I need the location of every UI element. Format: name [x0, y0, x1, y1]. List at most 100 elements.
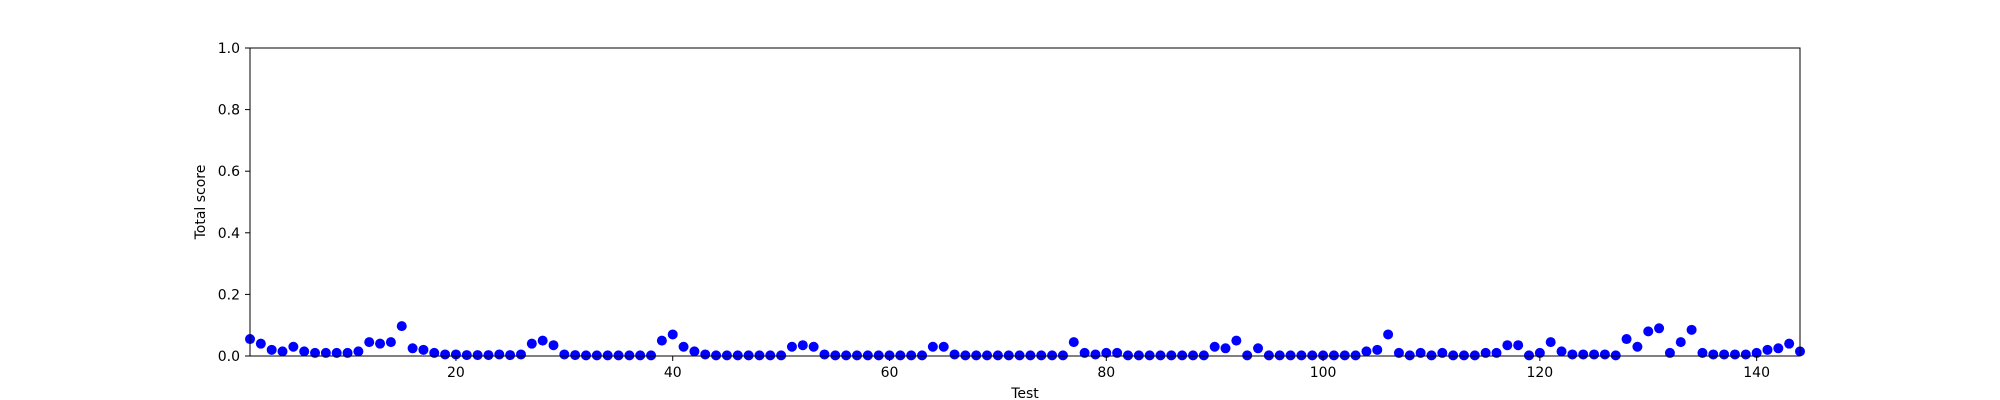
data-point: [841, 350, 852, 361]
data-point: [472, 350, 483, 361]
data-point: [1643, 326, 1654, 337]
data-point: [949, 349, 960, 360]
data-point: [429, 347, 440, 358]
data-point: [1599, 349, 1610, 360]
data-point: [385, 337, 396, 348]
data-point: [1328, 350, 1339, 361]
data-point: [483, 350, 494, 361]
data-point: [1220, 343, 1231, 354]
data-point: [765, 350, 776, 361]
y-tick-label: 0.8: [218, 103, 240, 119]
data-point: [1198, 350, 1209, 361]
data-point: [1654, 323, 1665, 334]
data-point: [277, 346, 288, 357]
data-point: [711, 350, 722, 361]
data-point: [255, 338, 266, 349]
data-point: [808, 341, 819, 352]
data-point: [1491, 347, 1502, 358]
data-point: [1502, 340, 1513, 351]
data-point: [776, 350, 787, 361]
y-tick-label: 0.0: [218, 349, 240, 365]
data-point: [1784, 338, 1795, 349]
data-point: [1393, 347, 1404, 358]
data-point: [1751, 347, 1762, 358]
data-point: [1101, 347, 1112, 358]
x-tick-label: 60: [881, 365, 899, 381]
y-tick-label: 1.0: [218, 41, 240, 57]
data-point: [602, 350, 613, 361]
data-point: [851, 350, 862, 361]
x-tick-label: 20: [447, 365, 465, 381]
data-point: [1664, 347, 1675, 358]
data-point: [786, 341, 797, 352]
data-point: [1708, 349, 1719, 360]
data-point: [754, 350, 765, 361]
data-point: [667, 329, 678, 340]
data-point: [342, 347, 353, 358]
data-point: [299, 346, 310, 357]
data-point: [884, 350, 895, 361]
data-point: [1025, 350, 1036, 361]
data-point: [906, 350, 917, 361]
data-point: [450, 349, 461, 360]
x-tick-label: 140: [1743, 365, 1770, 381]
data-point: [288, 341, 299, 352]
data-point: [1480, 347, 1491, 358]
data-point: [917, 350, 928, 361]
data-point: [646, 350, 657, 361]
data-point: [721, 350, 732, 361]
data-point: [830, 350, 841, 361]
data-point: [1274, 350, 1285, 361]
data-point: [1437, 347, 1448, 358]
data-point: [1231, 335, 1242, 346]
data-point: [505, 350, 516, 361]
data-point: [938, 341, 949, 352]
data-point: [1263, 350, 1274, 361]
data-point: [266, 344, 277, 355]
data-point: [537, 335, 548, 346]
data-point: [1686, 324, 1697, 335]
data-point: [418, 344, 429, 355]
data-point: [797, 340, 808, 351]
data-point: [364, 337, 375, 348]
data-point: [732, 350, 743, 361]
data-point: [635, 350, 646, 361]
x-axis-label: Test: [1010, 386, 1039, 400]
data-point: [743, 350, 754, 361]
data-point: [1144, 350, 1155, 361]
data-point: [960, 350, 971, 361]
data-point: [1469, 350, 1480, 361]
data-point: [1448, 350, 1459, 361]
data-point: [1458, 350, 1469, 361]
data-point: [1036, 350, 1047, 361]
data-point: [548, 340, 559, 351]
x-axis-ticks: 20 40 60 80 100 120 140: [447, 356, 1770, 381]
data-point: [1372, 344, 1383, 355]
data-point: [678, 341, 689, 352]
data-point: [862, 350, 873, 361]
data-point: [1383, 329, 1394, 340]
data-point: [1296, 350, 1307, 361]
data-point: [440, 349, 451, 360]
data-point: [1068, 337, 1079, 348]
data-point: [407, 343, 418, 354]
data-point: [1307, 350, 1318, 361]
data-point: [1740, 349, 1751, 360]
data-point: [895, 350, 906, 361]
data-point: [1632, 341, 1643, 352]
data-point: [375, 338, 386, 349]
data-point: [1697, 347, 1708, 358]
data-point: [310, 347, 321, 358]
data-point: [1719, 349, 1730, 360]
data-point: [461, 350, 472, 361]
data-point: [570, 350, 581, 361]
data-point: [1242, 350, 1253, 361]
data-point: [1079, 347, 1090, 358]
data-point: [1350, 350, 1361, 361]
data-point: [1589, 349, 1600, 360]
data-point: [1112, 347, 1123, 358]
data-point: [1426, 350, 1437, 361]
data-point: [1534, 347, 1545, 358]
data-point: [613, 350, 624, 361]
data-point: [1133, 350, 1144, 361]
